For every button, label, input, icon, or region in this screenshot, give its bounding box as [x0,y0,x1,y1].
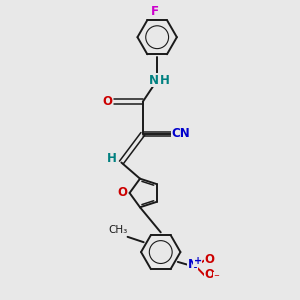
Text: H: H [160,74,170,87]
Text: O: O [117,187,128,200]
Text: +: + [194,256,202,266]
Text: N: N [188,258,198,271]
Text: ⁻: ⁻ [213,273,219,283]
Text: N: N [148,74,159,87]
Text: O: O [205,268,215,281]
Text: CN: CN [172,128,190,140]
Text: O: O [103,95,113,108]
Text: O: O [205,253,215,266]
Text: H: H [106,152,116,166]
Text: F: F [152,4,159,18]
Text: CH₃: CH₃ [108,225,128,235]
